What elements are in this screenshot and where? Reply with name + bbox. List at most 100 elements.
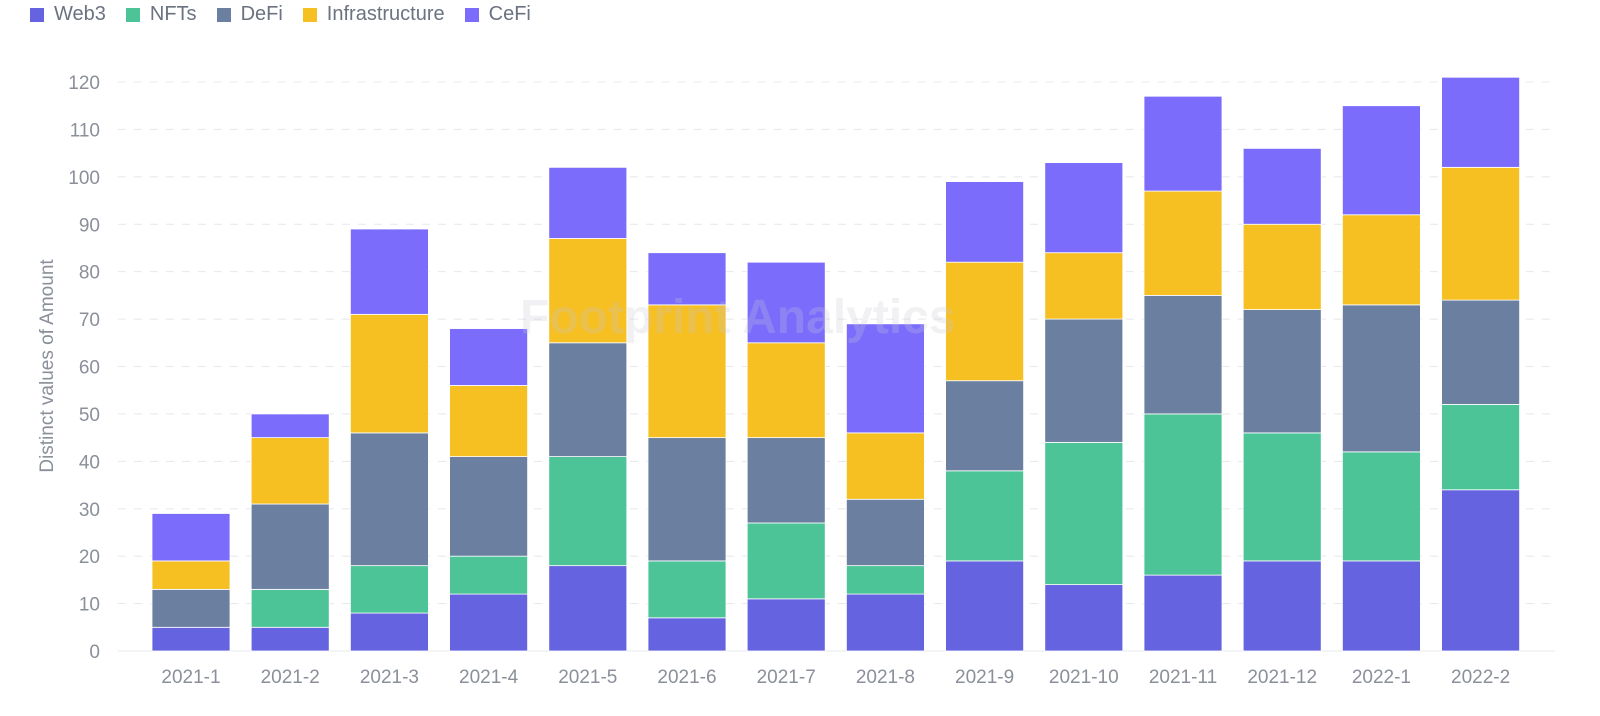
watermark: Footprint Analytics [520,291,956,344]
bar-cefi [1342,105,1421,216]
x-tick-label: 2021-8 [856,667,915,688]
x-tick-label: 2021-1 [161,667,220,688]
y-tick-label: 50 [79,405,100,426]
bar-web3 [151,626,231,652]
bar-cefi [846,323,925,434]
bar-cefi [1441,76,1520,168]
bar-infrastructure [1441,166,1520,301]
legend-label: Web3 [54,3,106,25]
y-tick-label: 60 [79,358,100,379]
bar-defi [1143,294,1223,415]
bar-web3 [746,598,826,652]
bar-web3 [548,565,628,652]
bar-infrastructure [945,261,1024,382]
bar-cefi [945,181,1024,263]
bar-nfts [1342,451,1421,562]
x-tick-label: 2021-4 [459,667,519,688]
bar-defi [151,588,231,628]
y-tick-label: 120 [68,73,100,94]
legend-swatch [216,7,231,22]
x-tick-label: 2021-10 [1049,667,1119,688]
bar-infrastructure [548,238,628,344]
bar-web3 [1342,560,1421,652]
legend-item-defi[interactable]: DeFi [216,3,283,26]
y-tick-label: 90 [79,215,100,236]
bar-cefi [1242,147,1322,225]
y-tick-label: 10 [79,595,100,616]
bar-defi [1242,309,1322,434]
legend-swatch [30,7,44,22]
bar-defi [349,432,429,567]
bar-cefi [151,513,231,562]
bar-infrastructure [846,432,925,500]
bar-nfts [548,456,628,567]
x-tick-label: 2021-9 [955,667,1014,688]
legend-swatch [302,7,317,22]
x-tick-label: 2021-2 [261,667,320,688]
x-tick-label: 2021-3 [360,667,419,688]
bar-web3 [846,593,925,652]
bar-defi [945,380,1024,472]
bar-infrastructure [647,304,727,439]
bar-cefi [647,252,727,306]
x-tick-label: 2021-5 [558,667,617,688]
legend-label: Infrastructure [326,3,445,25]
y-tick-label: 70 [79,310,100,331]
x-tick-label: 2022-1 [1352,667,1411,688]
bar-infrastructure [151,560,231,590]
bar-defi [449,456,529,557]
bar-web3 [449,593,529,652]
y-tick-label: 0 [89,642,100,663]
legend-item-web3[interactable]: Web3 [30,3,106,26]
bar-web3 [250,626,330,652]
bar-nfts [250,588,330,628]
x-tick-label: 2021-11 [1149,667,1217,688]
bar-infrastructure [349,313,429,434]
bar-infrastructure [449,385,529,457]
bar-cefi [1143,95,1223,192]
y-tick-label: 40 [79,452,100,473]
bar-nfts [1441,404,1520,491]
legend-label: CeFi [488,3,531,25]
bar-defi [548,342,628,457]
bar-nfts [846,565,925,595]
y-tick-label: 20 [79,547,100,568]
bar-nfts [1242,432,1322,562]
bar-defi [1044,318,1124,443]
bar-cefi [449,328,529,386]
bar-web3 [647,617,727,652]
bar-defi [1342,304,1421,453]
x-tick-label: 2022-2 [1451,667,1510,688]
bar-nfts [647,560,727,619]
legend: Web3 NFTs DeFi Infrastructure CeFi [30,3,531,26]
bar-nfts [349,565,429,614]
bar-defi [1441,299,1520,405]
x-tick-label: 2021-6 [657,667,716,688]
y-tick-label: 110 [70,120,100,141]
y-tick-label: 100 [68,168,100,189]
y-tick-label: 30 [79,500,100,521]
y-axis-label: Distinct values of Amount [37,259,58,473]
bar-nfts [1143,413,1223,576]
bar-cefi [250,413,330,439]
bar-defi [746,437,826,524]
legend-item-infrastructure[interactable]: Infrastructure [302,3,445,26]
bar-cefi [349,228,429,315]
x-tick-label: 2021-12 [1247,667,1317,688]
bar-web3 [1143,574,1223,652]
bar-nfts [746,522,826,600]
bar-defi [250,503,330,590]
bar-web3 [1044,584,1124,652]
bar-web3 [1242,560,1322,652]
bar-web3 [1441,489,1520,652]
legend-label: NFTs [149,3,197,25]
legend-item-cefi[interactable]: CeFi [464,3,531,26]
bar-infrastructure [1342,214,1421,306]
bar-infrastructure [1044,252,1124,320]
bar-infrastructure [250,437,330,505]
y-tick-label: 80 [79,263,100,284]
legend-item-nfts[interactable]: NFTs [125,3,197,26]
x-tick-label: 2021-7 [757,667,816,688]
